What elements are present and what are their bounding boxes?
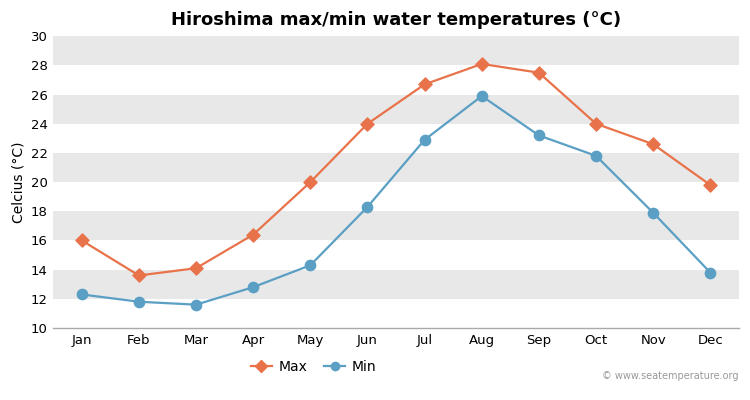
Bar	[53, 36, 739, 65]
Point	[533, 70, 545, 76]
Point	[647, 141, 659, 147]
Point	[419, 81, 430, 88]
Point	[248, 232, 259, 238]
Point	[304, 179, 316, 185]
Bar	[53, 211, 739, 240]
Bar	[53, 270, 739, 299]
Point	[133, 298, 145, 305]
Point	[248, 284, 259, 290]
Point	[76, 237, 88, 244]
Point	[476, 93, 488, 99]
Bar	[53, 124, 739, 153]
Point	[533, 132, 545, 139]
Point	[190, 265, 202, 271]
Point	[590, 153, 602, 159]
Point	[704, 269, 716, 276]
Point	[419, 137, 430, 143]
Point	[133, 272, 145, 279]
Point	[362, 120, 374, 127]
Bar	[53, 299, 739, 328]
Point	[647, 210, 659, 216]
Point	[476, 61, 488, 67]
Point	[590, 120, 602, 127]
Bar	[53, 65, 739, 94]
Bar	[53, 94, 739, 124]
Point	[362, 204, 374, 210]
Point	[76, 291, 88, 298]
Bar	[53, 182, 739, 211]
Point	[704, 182, 716, 188]
Bar	[53, 240, 739, 270]
Y-axis label: Celcius (°C): Celcius (°C)	[11, 141, 25, 223]
Bar	[53, 153, 739, 182]
Legend: Max, Min: Max, Min	[245, 354, 382, 380]
Title: Hiroshima max/min water temperatures (°C): Hiroshima max/min water temperatures (°C…	[171, 11, 621, 29]
Point	[190, 302, 202, 308]
Text: © www.seatemperature.org: © www.seatemperature.org	[602, 370, 739, 380]
Point	[304, 262, 316, 268]
